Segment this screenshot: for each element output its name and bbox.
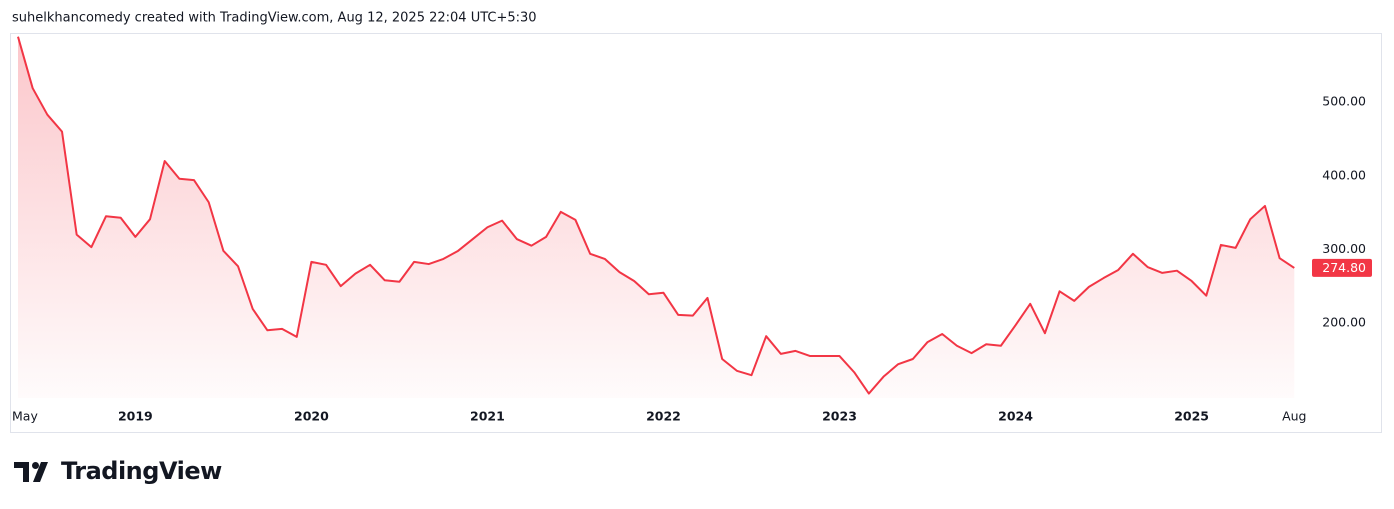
y-tick-label: 200.00: [1322, 314, 1366, 329]
x-tick-label: 2019: [118, 409, 153, 424]
x-tick-label: 2021: [470, 409, 505, 424]
last-value-label: 274.80: [1322, 260, 1366, 275]
y-tick-label: 500.00: [1322, 94, 1366, 109]
chart-frame: [10, 33, 1382, 433]
price-line: [17, 36, 1295, 395]
x-tick-label: 2023: [822, 409, 857, 424]
brand-name: TradingView: [61, 457, 222, 485]
area-fill: [18, 36, 1295, 399]
x-tick-label: Aug: [1282, 409, 1306, 424]
x-tick-label: 2022: [646, 409, 681, 424]
last-value-badge: [1312, 258, 1372, 277]
x-tick-label: 2020: [294, 409, 329, 424]
y-tick-label: 400.00: [1322, 167, 1366, 182]
header: suhelkhancomedy created with TradingView…: [12, 11, 537, 26]
x-tick-label: 2024: [998, 409, 1033, 424]
y-tick-label: 300.00: [1322, 241, 1366, 256]
x-tick-label: 2025: [1174, 409, 1209, 424]
brand-logo: [14, 462, 48, 482]
x-tick-label: May: [12, 409, 38, 424]
